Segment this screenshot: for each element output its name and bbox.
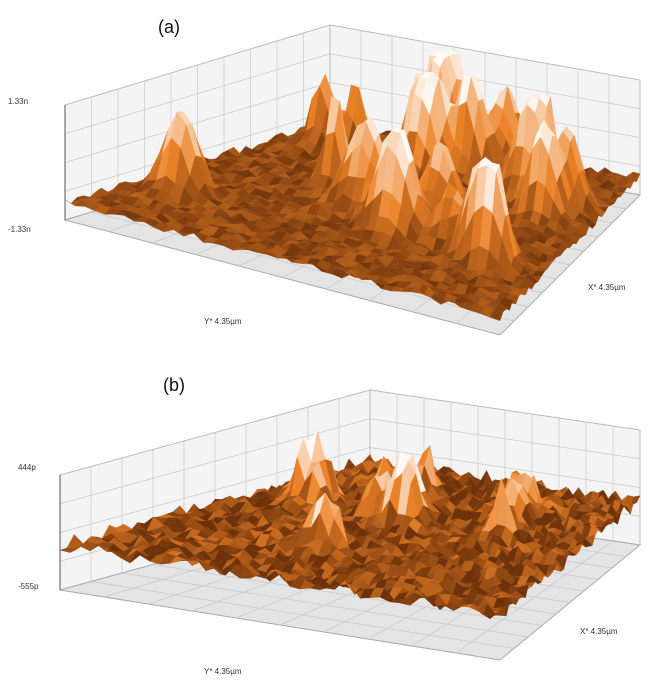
z-max-label: 444p [18, 463, 36, 472]
surface-plot-a [65, 25, 640, 335]
surface-plot-b [60, 390, 640, 660]
z-max-label: 1.33n [8, 97, 28, 106]
y-axis-label: Y* 4.35µm [204, 667, 242, 676]
panel-label: (a) [158, 17, 180, 37]
z-min-label: -555p [18, 582, 39, 591]
x-axis-label: X* 4.35µm [580, 627, 618, 636]
z-min-label: -1.33n [8, 225, 31, 234]
panel-label: (b) [163, 375, 185, 395]
x-axis-label: X* 4.35µm [588, 283, 626, 292]
y-axis-label: Y* 4.35µm [204, 317, 242, 326]
